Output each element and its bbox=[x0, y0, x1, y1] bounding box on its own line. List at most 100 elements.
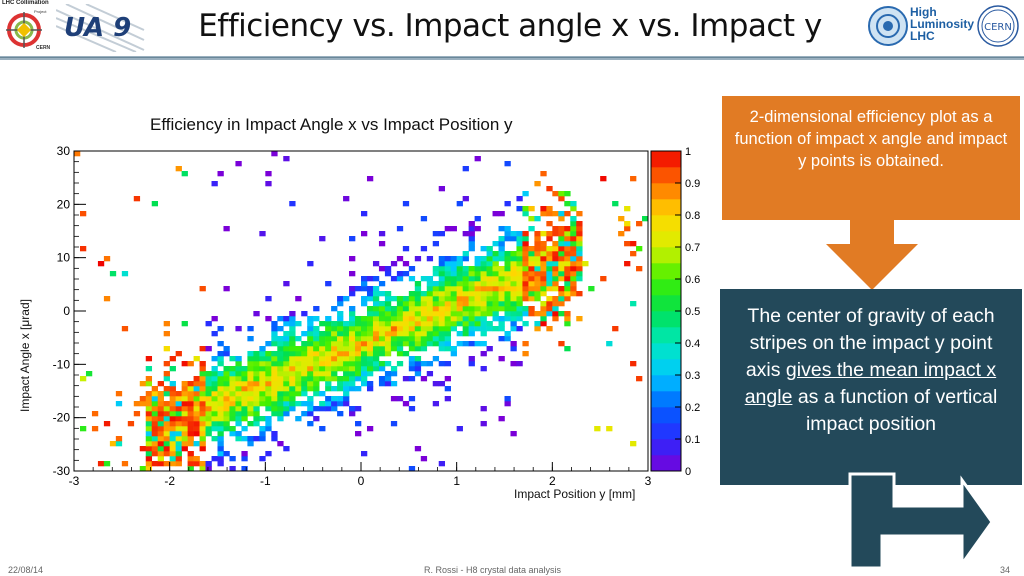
heatmap-cell bbox=[540, 251, 547, 257]
heatmap-cell bbox=[378, 311, 386, 317]
heatmap-cell bbox=[175, 461, 182, 467]
heatmap-cell bbox=[450, 346, 457, 352]
heatmap-cell bbox=[223, 396, 230, 402]
heatmap-cell bbox=[474, 256, 481, 262]
heatmap-cell bbox=[384, 351, 392, 357]
heatmap-cell bbox=[444, 226, 451, 232]
heatmap-cell bbox=[145, 456, 153, 462]
heatmap-cell bbox=[540, 256, 547, 262]
heatmap-cell bbox=[325, 381, 332, 387]
heatmap-cell bbox=[390, 261, 398, 267]
heatmap-cell bbox=[546, 276, 553, 282]
heatmap-cell bbox=[468, 231, 475, 237]
heatmap-cell bbox=[372, 296, 380, 302]
heatmap-cell bbox=[576, 236, 583, 242]
heatmap-cell bbox=[624, 206, 631, 212]
heatmap-cell bbox=[199, 466, 206, 472]
heatmap-cell bbox=[576, 276, 583, 282]
heatmap-cell bbox=[217, 426, 224, 432]
heatmap-cell bbox=[271, 336, 278, 342]
heatmap-cell bbox=[480, 266, 487, 272]
heatmap-cell bbox=[366, 326, 374, 332]
heatmap-cell bbox=[540, 171, 547, 177]
heatmap-cell bbox=[235, 401, 242, 407]
heatmap-cell bbox=[564, 231, 571, 237]
heatmap-cell bbox=[313, 416, 320, 422]
heatmap-cell bbox=[319, 366, 326, 372]
heatmap-cell bbox=[289, 391, 296, 397]
heatmap-cell bbox=[462, 311, 469, 317]
heatmap-cell bbox=[558, 196, 565, 202]
heatmap-cell bbox=[402, 341, 410, 347]
heatmap-cell bbox=[139, 466, 147, 472]
y-tick-label: -30 bbox=[53, 464, 71, 478]
heatmap-cell bbox=[229, 386, 236, 392]
heatmap-cell bbox=[408, 291, 416, 297]
heatmap-cell bbox=[480, 316, 487, 322]
heatmap-cell bbox=[145, 356, 153, 362]
heatmap-cell bbox=[498, 416, 505, 422]
heatmap-cell bbox=[157, 401, 164, 407]
heatmap-cell bbox=[283, 356, 290, 362]
heatmap-cell bbox=[355, 406, 362, 412]
heatmap-cell bbox=[492, 276, 499, 282]
heatmap-cell bbox=[349, 361, 356, 367]
heatmap-cell bbox=[522, 251, 529, 257]
heatmap-cell bbox=[432, 231, 440, 237]
heatmap-cell bbox=[546, 231, 553, 237]
heatmap-cell bbox=[325, 316, 332, 322]
heatmap-cell bbox=[564, 281, 571, 287]
heatmap-cell bbox=[456, 281, 463, 287]
heatmap-cell bbox=[564, 271, 571, 277]
heatmap-cell bbox=[187, 436, 194, 442]
heatmap-cell bbox=[211, 401, 218, 407]
heatmap-cell bbox=[438, 336, 446, 342]
heatmap-cell bbox=[235, 376, 242, 382]
heatmap-cell bbox=[450, 316, 457, 322]
heatmap-cell bbox=[558, 251, 565, 257]
heatmap-cell bbox=[456, 341, 463, 347]
heatmap-cell bbox=[564, 236, 571, 242]
heatmap-cell bbox=[564, 291, 571, 297]
heatmap-cell bbox=[307, 341, 314, 347]
heatmap-cell bbox=[468, 361, 475, 367]
heatmap-cell bbox=[199, 431, 206, 437]
heatmap-cell bbox=[522, 296, 529, 302]
heatmap-cell bbox=[390, 316, 398, 322]
heatmap-cell bbox=[504, 251, 511, 257]
heatmap-cell bbox=[343, 196, 350, 202]
heatmap-cell bbox=[522, 231, 529, 237]
heatmap-cell bbox=[516, 261, 523, 267]
heatmap-cell bbox=[576, 256, 583, 262]
heatmap-cell bbox=[516, 276, 523, 282]
heatmap-cell bbox=[456, 261, 463, 267]
heatmap-cell bbox=[301, 311, 308, 317]
heatmap-cell bbox=[241, 416, 248, 422]
heatmap-cell bbox=[325, 281, 332, 287]
heatmap-cell bbox=[193, 401, 200, 407]
heatmap-cell bbox=[564, 266, 571, 272]
heatmap-cell bbox=[307, 376, 314, 382]
heatmap-cell bbox=[259, 416, 266, 422]
navy-callout-underlined: gives the mean impact x angle bbox=[744, 359, 997, 408]
heatmap-cell bbox=[558, 236, 565, 242]
heatmap-cell bbox=[193, 411, 200, 417]
heatmap-cell bbox=[504, 291, 511, 297]
heatmap-cell bbox=[355, 351, 362, 357]
heatmap-cell bbox=[378, 231, 386, 237]
heatmap-cell bbox=[510, 291, 517, 297]
heatmap-cell bbox=[492, 306, 499, 312]
heatmap-cell bbox=[355, 421, 362, 427]
heatmap-cell bbox=[516, 266, 523, 272]
heatmap-cell bbox=[193, 421, 200, 427]
heatmap-cell bbox=[355, 366, 362, 372]
heatmap-cell bbox=[259, 376, 266, 382]
heatmap-cell bbox=[211, 381, 218, 387]
heatmap-cell bbox=[235, 381, 242, 387]
heatmap-cell bbox=[163, 411, 170, 417]
heatmap-cell bbox=[534, 251, 541, 257]
heatmap-cell bbox=[319, 321, 326, 327]
heatmap-cell bbox=[277, 346, 284, 352]
heatmap-cell bbox=[396, 271, 404, 277]
heatmap-cell bbox=[295, 296, 302, 302]
